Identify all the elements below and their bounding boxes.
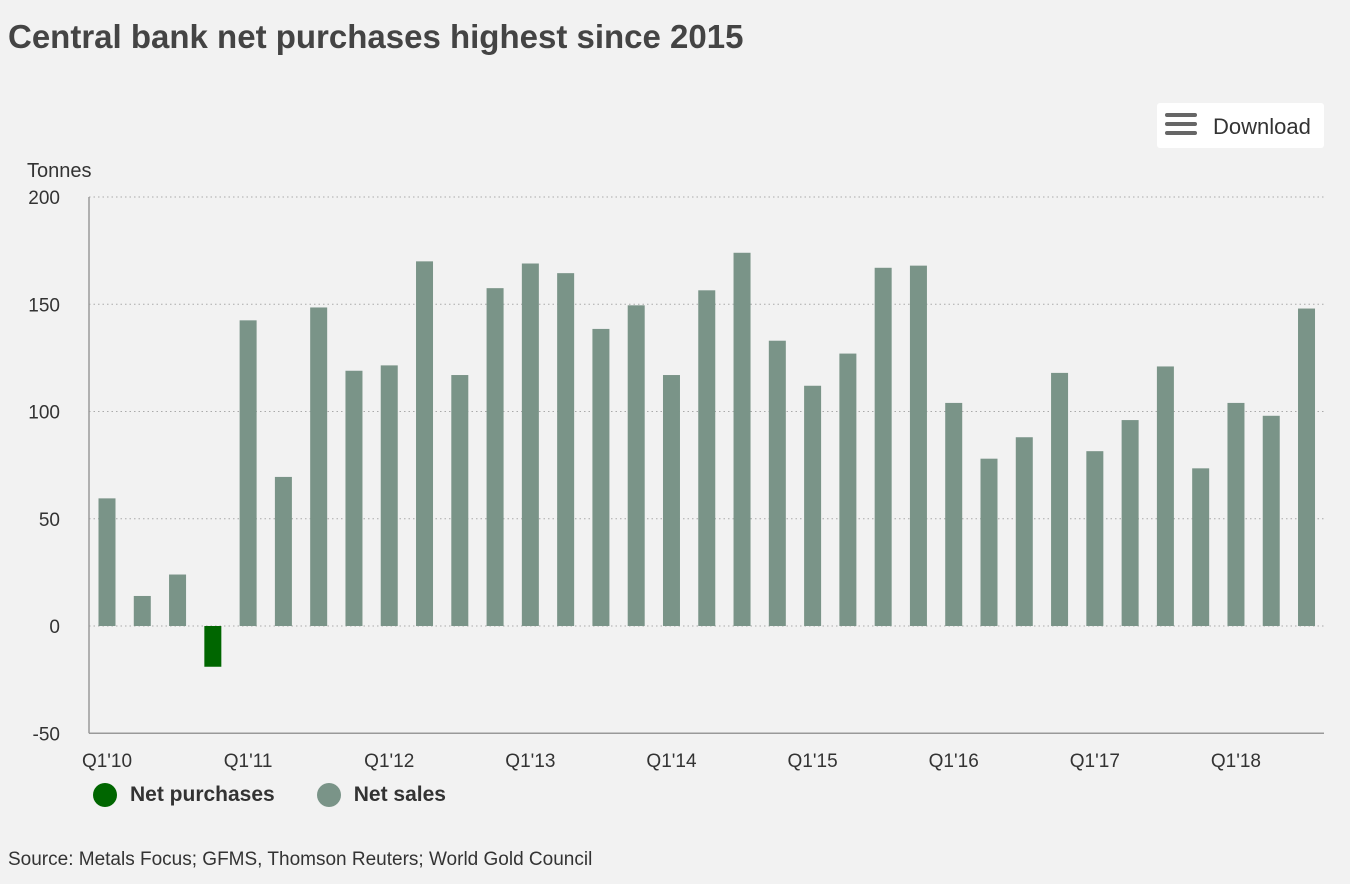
axes bbox=[88, 197, 1324, 734]
bar-q2-14 bbox=[698, 290, 716, 626]
bar-q4-10 bbox=[204, 626, 222, 667]
x-tick-label: Q1'13 bbox=[505, 751, 555, 772]
y-tick-label: 200 bbox=[28, 188, 60, 209]
x-tick-label: Q1'15 bbox=[788, 751, 838, 772]
bar-q3-13 bbox=[592, 328, 610, 626]
legend-marker-net-purchases bbox=[93, 783, 117, 807]
bar-q1-13 bbox=[521, 263, 539, 626]
bar-q1-15 bbox=[804, 385, 822, 626]
bar-q3-15 bbox=[874, 267, 892, 626]
legend-item-net-purchases[interactable]: Net purchases bbox=[93, 783, 275, 807]
bar-q3-16 bbox=[1015, 437, 1033, 626]
y-tick-label: 150 bbox=[28, 295, 60, 316]
download-button[interactable]: Download bbox=[1157, 103, 1324, 148]
bar-q4-14 bbox=[768, 340, 786, 626]
bar-q2-17 bbox=[1121, 420, 1139, 626]
x-tick-label: Q1'14 bbox=[646, 751, 697, 772]
axis-labels: -50 0 50 100 150 200 Tonnes Q1'10 Q1'11 Q1'12 Q1'1… bbox=[27, 160, 1261, 772]
y-tick-label: -50 bbox=[33, 724, 60, 745]
x-tick-label: Q1'16 bbox=[929, 751, 979, 772]
y-tick-label: 50 bbox=[39, 510, 60, 531]
source-note: Source: Metals Focus; GFMS, Thomson Reut… bbox=[8, 849, 593, 870]
bar-q1-17 bbox=[1086, 451, 1104, 626]
bar-q3-10 bbox=[169, 574, 187, 626]
bar-q1-12 bbox=[380, 365, 398, 626]
bar-q2-15 bbox=[839, 353, 857, 626]
legend-label-net-sales: Net sales bbox=[353, 783, 446, 806]
bar-q1-18 bbox=[1227, 402, 1245, 626]
bar-q2-13 bbox=[557, 273, 575, 626]
y-tick-label: 0 bbox=[49, 617, 60, 638]
download-label: Download bbox=[1213, 114, 1311, 139]
x-tick-label: Q1'12 bbox=[364, 751, 414, 772]
bar-q2-18 bbox=[1262, 415, 1280, 626]
bar-q4-15 bbox=[909, 265, 927, 626]
chart-title: Central bank net purchases highest since… bbox=[8, 18, 744, 55]
bar-q3-17 bbox=[1156, 366, 1174, 626]
bar-q4-17 bbox=[1192, 468, 1210, 626]
bar-q1-16 bbox=[945, 402, 963, 626]
bar-q4-13 bbox=[627, 305, 645, 626]
x-tick-label: Q1'18 bbox=[1211, 751, 1261, 772]
bar-q2-10 bbox=[133, 595, 151, 626]
bar-q1-14 bbox=[662, 375, 680, 626]
legend-marker-net-sales bbox=[316, 783, 341, 807]
y-axis-label: Tonnes bbox=[27, 160, 92, 182]
bar-q3-14 bbox=[733, 252, 751, 626]
bar-q2-16 bbox=[980, 458, 998, 626]
bar-q4-16 bbox=[1051, 372, 1069, 626]
x-tick-label: Q1'11 bbox=[224, 751, 273, 772]
bar-q4-11 bbox=[345, 370, 363, 626]
bar-q3-12 bbox=[451, 375, 469, 626]
bar-q3-18 bbox=[1298, 308, 1316, 626]
bar-q4-12 bbox=[486, 288, 504, 626]
legend-item-net-sales[interactable]: Net sales bbox=[316, 783, 446, 807]
bar-q2-11 bbox=[274, 476, 292, 626]
bar-q2-12 bbox=[416, 261, 434, 626]
legend: Net purchases Net sales bbox=[93, 783, 488, 807]
y-tick-label: 100 bbox=[28, 403, 60, 424]
bar-q1-10 bbox=[98, 498, 116, 626]
x-tick-label: Q1'17 bbox=[1070, 751, 1120, 772]
hamburger-menu-icon bbox=[1165, 113, 1197, 137]
bar-q1-11 bbox=[239, 320, 257, 626]
x-tick-label: Q1'10 bbox=[82, 751, 132, 772]
legend-label-net-purchases: Net purchases bbox=[130, 783, 275, 806]
bar-q3-11 bbox=[310, 307, 328, 626]
bars bbox=[98, 252, 1316, 667]
